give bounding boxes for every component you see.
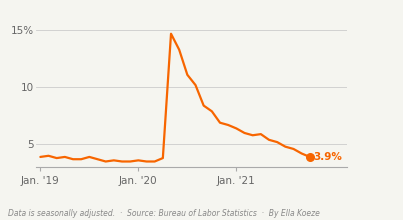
Text: 3.9%: 3.9%: [313, 152, 342, 162]
Text: Data is seasonally adjusted.  ·  Source: Bureau of Labor Statistics  ·  By Ella : Data is seasonally adjusted. · Source: B…: [8, 209, 320, 218]
Point: [307, 155, 313, 159]
